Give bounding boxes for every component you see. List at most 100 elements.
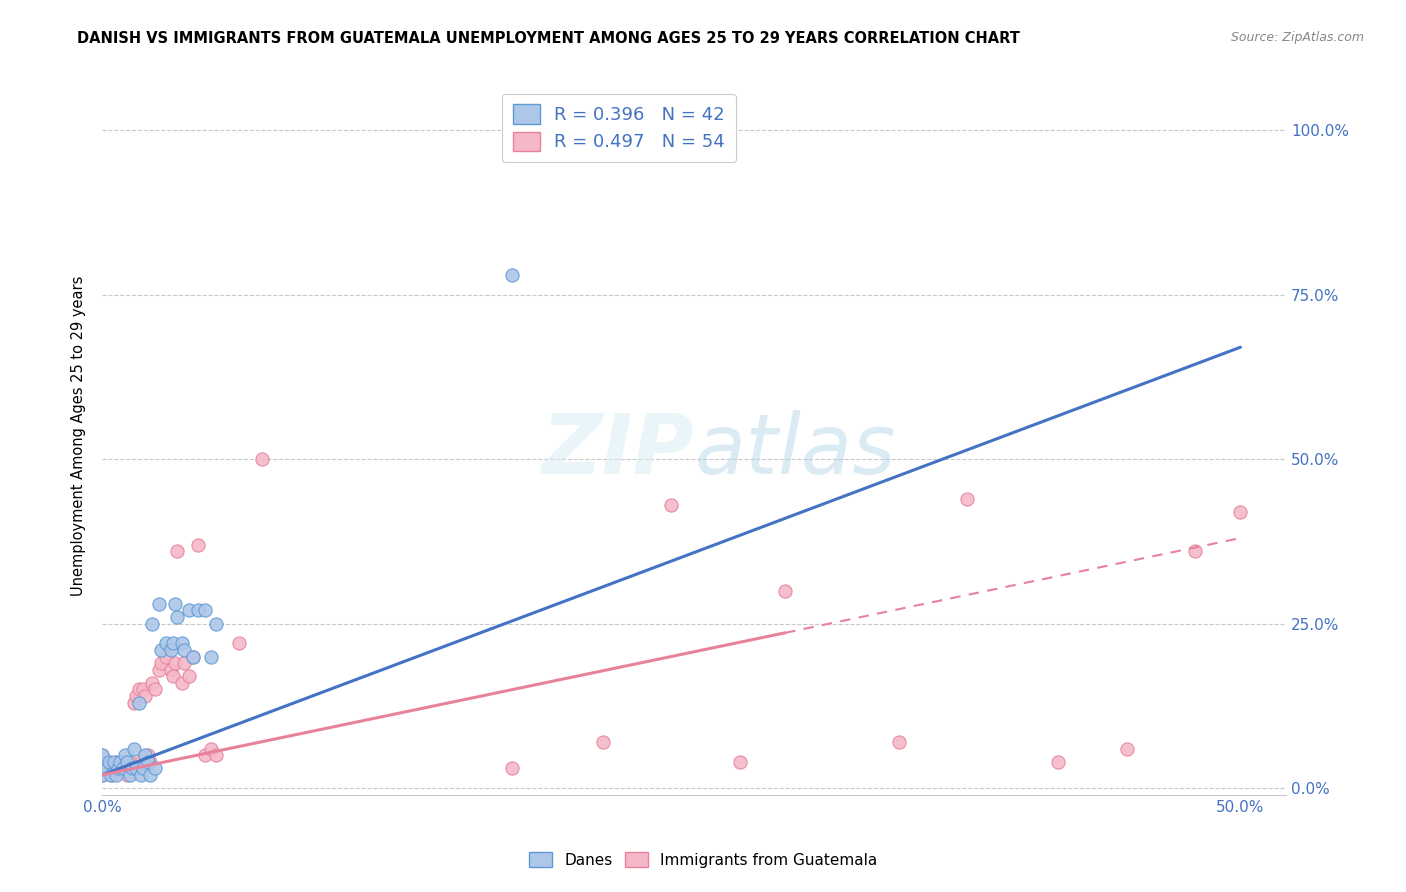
Point xyxy=(155,649,177,664)
Point xyxy=(132,761,155,775)
Point xyxy=(728,755,751,769)
Text: Source: ZipAtlas.com: Source: ZipAtlas.com xyxy=(1230,31,1364,45)
Point xyxy=(129,755,152,769)
Point xyxy=(166,610,188,624)
Point xyxy=(250,452,273,467)
Point xyxy=(111,761,134,775)
Point xyxy=(501,268,523,282)
Point xyxy=(205,616,228,631)
Point xyxy=(122,696,145,710)
Point xyxy=(91,768,114,782)
Point xyxy=(165,656,187,670)
Point xyxy=(200,741,222,756)
Point xyxy=(98,755,121,769)
Point xyxy=(150,656,173,670)
Point xyxy=(187,538,209,552)
Text: atlas: atlas xyxy=(695,410,896,491)
Legend: R = 0.396   N = 42, R = 0.497   N = 54: R = 0.396 N = 42, R = 0.497 N = 54 xyxy=(502,94,735,162)
Point xyxy=(111,761,134,775)
Point xyxy=(170,636,193,650)
Point xyxy=(177,603,200,617)
Point xyxy=(91,755,114,769)
Point xyxy=(125,761,148,775)
Point xyxy=(104,755,127,769)
Point xyxy=(136,755,159,769)
Point xyxy=(592,735,614,749)
Point xyxy=(100,768,122,782)
Point xyxy=(148,663,170,677)
Point xyxy=(159,643,181,657)
Point xyxy=(110,755,132,769)
Point xyxy=(592,123,614,137)
Point xyxy=(125,689,148,703)
Point xyxy=(118,755,141,769)
Text: DANISH VS IMMIGRANTS FROM GUATEMALA UNEMPLOYMENT AMONG AGES 25 TO 29 YEARS CORRE: DANISH VS IMMIGRANTS FROM GUATEMALA UNEM… xyxy=(77,31,1021,46)
Legend: Danes, Immigrants from Guatemala: Danes, Immigrants from Guatemala xyxy=(523,846,883,873)
Point xyxy=(134,689,156,703)
Point xyxy=(200,649,222,664)
Point xyxy=(96,761,118,775)
Point xyxy=(177,669,200,683)
Point xyxy=(143,761,166,775)
Point xyxy=(107,761,129,775)
Point xyxy=(194,603,217,617)
Point xyxy=(159,663,181,677)
Point xyxy=(1184,544,1206,558)
Point xyxy=(228,636,250,650)
Point xyxy=(139,768,162,782)
Point xyxy=(181,649,204,664)
Point xyxy=(91,748,114,763)
Point xyxy=(1047,755,1070,769)
Point xyxy=(96,761,118,775)
Point xyxy=(166,544,188,558)
Point xyxy=(103,755,125,769)
Point xyxy=(91,768,114,782)
Point xyxy=(165,597,187,611)
Point xyxy=(173,643,195,657)
Point xyxy=(91,755,114,769)
Point xyxy=(155,636,177,650)
Point xyxy=(128,696,150,710)
Point xyxy=(773,583,796,598)
Point xyxy=(194,748,217,763)
Point xyxy=(143,682,166,697)
Point xyxy=(104,768,127,782)
Point xyxy=(205,748,228,763)
Point xyxy=(659,498,682,512)
Point xyxy=(128,682,150,697)
Point xyxy=(91,748,114,763)
Point xyxy=(141,616,163,631)
Point xyxy=(170,676,193,690)
Point xyxy=(136,748,159,763)
Point xyxy=(162,636,184,650)
Point xyxy=(122,741,145,756)
Point xyxy=(181,649,204,664)
Point xyxy=(129,768,152,782)
Point xyxy=(98,755,121,769)
Text: ZIP: ZIP xyxy=(541,410,695,491)
Point xyxy=(150,643,173,657)
Point xyxy=(134,748,156,763)
Point xyxy=(132,682,155,697)
Point xyxy=(139,755,162,769)
Point xyxy=(956,491,979,506)
Y-axis label: Unemployment Among Ages 25 to 29 years: Unemployment Among Ages 25 to 29 years xyxy=(72,276,86,596)
Point xyxy=(91,761,114,775)
Point xyxy=(501,761,523,775)
Point xyxy=(107,761,129,775)
Point xyxy=(187,603,209,617)
Point xyxy=(1229,505,1251,519)
Point xyxy=(121,761,143,775)
Point xyxy=(114,748,136,763)
Point xyxy=(100,768,122,782)
Point xyxy=(148,597,170,611)
Point xyxy=(117,755,139,769)
Point xyxy=(103,761,125,775)
Point xyxy=(887,735,910,749)
Point xyxy=(117,768,139,782)
Point xyxy=(114,755,136,769)
Point xyxy=(141,676,163,690)
Point xyxy=(162,669,184,683)
Point xyxy=(118,768,141,782)
Point xyxy=(1115,741,1137,756)
